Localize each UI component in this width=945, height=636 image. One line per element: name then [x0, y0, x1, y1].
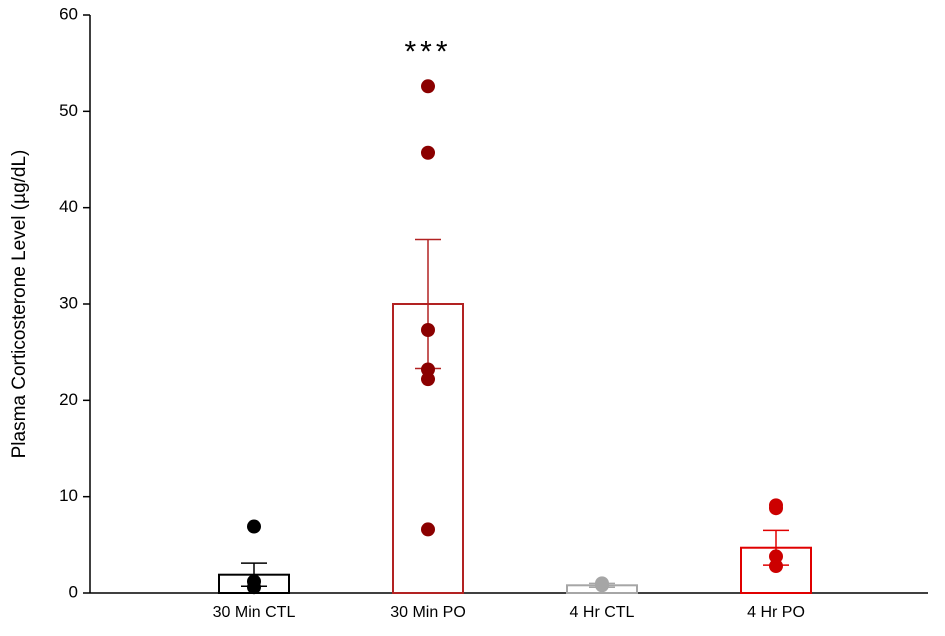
- data-point: [421, 79, 435, 94]
- x-tick-label: 30 Min CTL: [213, 604, 296, 621]
- x-tick-label: 4 Hr PO: [747, 604, 805, 621]
- data-point: [247, 580, 261, 595]
- y-axis-label: Plasma Corticosterone Level (µg/dL): [9, 150, 30, 459]
- data-point: [769, 549, 783, 564]
- data-point: [247, 519, 261, 534]
- y-tick-label: 50: [59, 101, 78, 120]
- y-tick-label: 40: [59, 197, 78, 216]
- y-tick-label: 10: [59, 486, 78, 505]
- y-tick-label: 20: [59, 390, 78, 409]
- data-point: [421, 522, 435, 537]
- data-point: [769, 501, 783, 516]
- data-point: [421, 145, 435, 160]
- annotation: ***: [404, 35, 451, 68]
- data-point: [421, 362, 435, 377]
- x-tick-label: 4 Hr CTL: [570, 604, 635, 621]
- y-tick-label: 60: [59, 4, 78, 23]
- data-point: [595, 578, 609, 593]
- y-tick-label: 30: [59, 293, 78, 312]
- x-tick-label: 30 Min PO: [390, 604, 466, 621]
- data-point: [421, 372, 435, 387]
- data-point: [421, 323, 435, 338]
- y-tick-label: 0: [69, 582, 78, 601]
- data-point: [769, 559, 783, 574]
